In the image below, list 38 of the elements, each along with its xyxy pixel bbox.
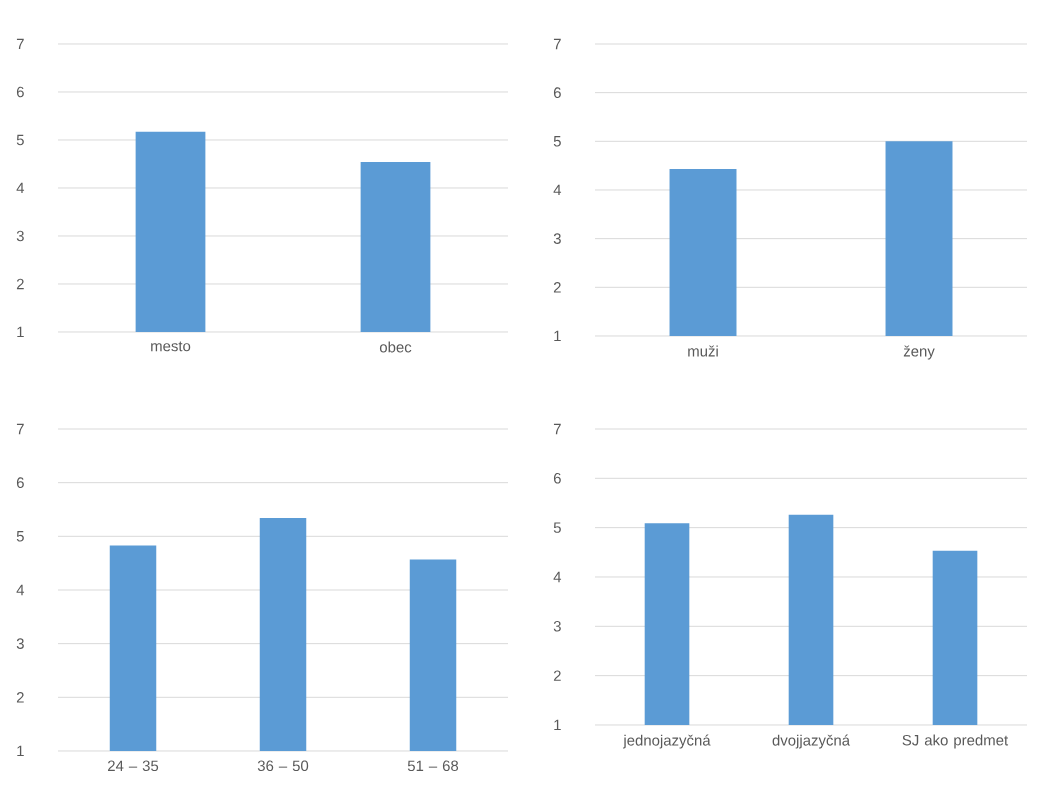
- y-tick-label: 1: [554, 719, 561, 731]
- y-tick-label: 3: [553, 233, 561, 244]
- y-tick-label: 5: [553, 136, 561, 147]
- x-tick-label: 36 – 50: [257, 760, 309, 772]
- y-tick-label: 5: [16, 531, 24, 542]
- x-tick-label: muži: [688, 345, 718, 357]
- y-tick-label: 1: [17, 745, 24, 757]
- y-tick-label: 4: [16, 584, 25, 596]
- y-tick-label: 4: [553, 571, 562, 583]
- y-tick-label: 2: [553, 670, 561, 681]
- y-tick-label: 4: [16, 182, 25, 194]
- y-tick-label: 1: [554, 330, 561, 342]
- y-tick-label: 7: [553, 423, 561, 435]
- y-tick-label: 2: [553, 282, 561, 293]
- x-tick-label: mesto: [151, 341, 191, 352]
- y-tick-label: 5: [16, 134, 24, 146]
- y-tick-label: 1: [17, 326, 24, 338]
- x-tick-label: jednojazyčná: [623, 734, 711, 749]
- y-tick-label: 6: [16, 477, 24, 488]
- x-tick-label: 24 – 35: [108, 760, 159, 772]
- y-tick-label: 4: [553, 184, 562, 196]
- y-tick-label: 6: [553, 473, 561, 484]
- x-tick-label: SJ ako predmet: [902, 734, 1009, 749]
- x-tick-label: obec: [379, 341, 412, 353]
- y-tick-label: 3: [553, 621, 561, 632]
- y-tick-label: 7: [16, 38, 24, 50]
- x-tick-label: dvojjazyčná: [772, 734, 851, 749]
- y-tick-label: 3: [16, 638, 24, 649]
- y-tick-label: 2: [16, 278, 24, 290]
- x-tick-label: ženy: [903, 345, 935, 360]
- y-tick-label: 5: [553, 522, 561, 533]
- x-tick-label: 51 – 68: [407, 760, 459, 772]
- y-tick-label: 3: [16, 230, 24, 242]
- y-tick-label: 7: [553, 38, 561, 50]
- y-tick-label: 7: [16, 423, 24, 435]
- y-tick-label: 6: [553, 87, 561, 98]
- y-tick-label: 6: [16, 86, 24, 98]
- y-tick-label: 2: [16, 692, 24, 703]
